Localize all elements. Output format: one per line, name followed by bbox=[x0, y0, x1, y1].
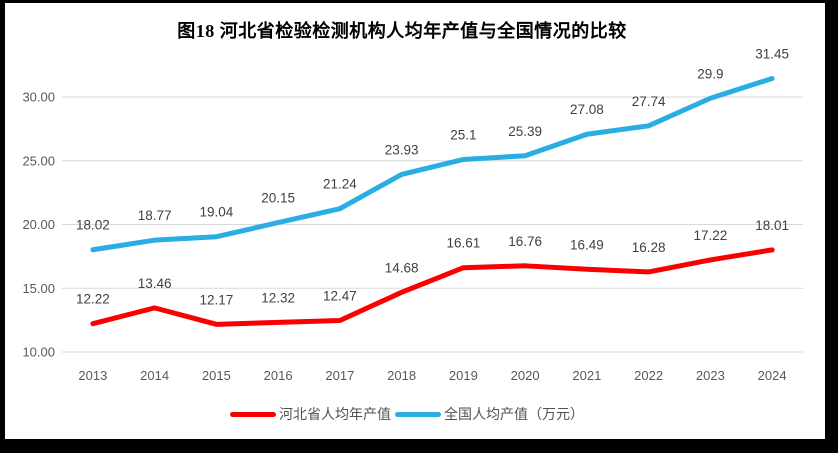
chart-title: 图18 河北省检验检测机构人均年产值与全国情况的比较 bbox=[177, 21, 627, 41]
data-label-0: 12.22 bbox=[76, 292, 110, 307]
frame-border-right bbox=[825, 0, 838, 453]
data-label-1: 21.24 bbox=[323, 177, 357, 192]
legend-line-swatch-red bbox=[230, 411, 276, 417]
x-tick-label: 2013 bbox=[78, 368, 107, 383]
data-label-0: 16.61 bbox=[446, 236, 480, 251]
legend-item-hebei: 河北省人均年产值 bbox=[230, 404, 391, 424]
x-tick-label: 2019 bbox=[449, 368, 478, 383]
data-label-0: 17.22 bbox=[693, 228, 727, 243]
data-label-0: 13.46 bbox=[138, 276, 172, 291]
data-label-1: 31.45 bbox=[755, 47, 789, 62]
data-label-1: 25.1 bbox=[450, 127, 476, 142]
series-line-0 bbox=[90, 247, 775, 327]
x-tick-label: 2022 bbox=[634, 368, 663, 383]
data-label-1: 20.15 bbox=[261, 191, 295, 206]
data-label-1: 18.77 bbox=[138, 208, 172, 223]
x-tick-label: 2016 bbox=[264, 368, 293, 383]
legend-label-hebei: 河北省人均年产值 bbox=[279, 406, 391, 422]
legend-label-national: 全国人均产值（万元） bbox=[444, 406, 584, 422]
data-label-1: 19.04 bbox=[199, 205, 233, 220]
frame-border-left bbox=[0, 0, 5, 453]
data-label-0: 12.17 bbox=[199, 292, 233, 307]
y-tick-label: 10.00 bbox=[22, 345, 55, 360]
legend-line-swatch-blue bbox=[395, 411, 441, 417]
data-label-1: 27.08 bbox=[570, 102, 604, 117]
x-tick-label: 2014 bbox=[140, 368, 169, 383]
data-label-1: 27.74 bbox=[632, 94, 666, 109]
data-label-0: 18.01 bbox=[755, 218, 789, 233]
data-label-1: 25.39 bbox=[508, 124, 542, 139]
x-tick-label: 2017 bbox=[325, 368, 354, 383]
legend-item-national: 全国人均产值（万元） bbox=[395, 404, 584, 424]
data-label-0: 14.68 bbox=[385, 260, 419, 275]
data-label-0: 12.32 bbox=[261, 290, 295, 305]
data-label-1: 29.9 bbox=[697, 66, 723, 81]
x-tick-label: 2018 bbox=[387, 368, 416, 383]
data-label-0: 16.49 bbox=[570, 237, 604, 252]
x-tick-label: 2023 bbox=[696, 368, 725, 383]
x-tick-label: 2015 bbox=[202, 368, 231, 383]
y-tick-label: 30.00 bbox=[22, 90, 55, 105]
frame-border-bottom bbox=[0, 439, 838, 453]
data-label-1: 23.93 bbox=[385, 142, 419, 157]
series-line-1 bbox=[90, 76, 775, 253]
data-label-0: 16.76 bbox=[508, 234, 542, 249]
frame-border-top bbox=[0, 0, 838, 3]
x-tick-label: 2024 bbox=[758, 368, 787, 383]
data-label-0: 12.47 bbox=[323, 289, 357, 304]
y-tick-label: 25.00 bbox=[22, 153, 55, 168]
chart-legend: 河北省人均年产值 全国人均产值（万元） bbox=[0, 404, 814, 424]
data-label-0: 16.28 bbox=[632, 240, 666, 255]
y-tick-label: 15.00 bbox=[22, 281, 55, 296]
x-tick-label: 2021 bbox=[572, 368, 601, 383]
y-tick-label: 20.00 bbox=[22, 217, 55, 232]
x-tick-label: 2020 bbox=[511, 368, 540, 383]
data-label-1: 18.02 bbox=[76, 218, 110, 233]
